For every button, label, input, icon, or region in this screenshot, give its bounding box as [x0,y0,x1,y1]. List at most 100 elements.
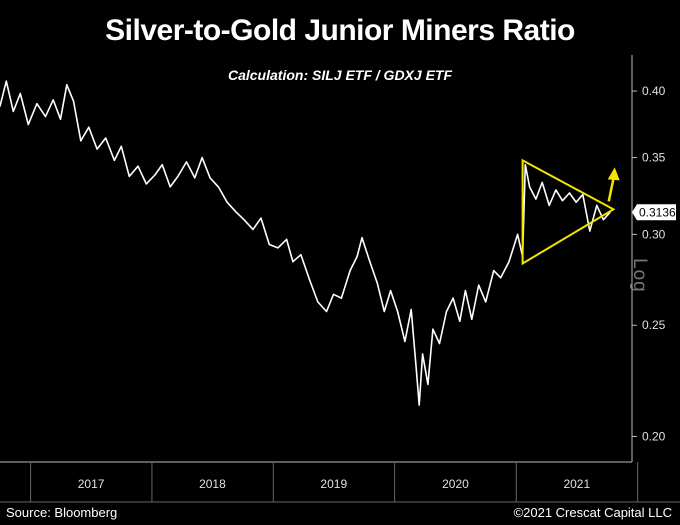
data-point [529,186,531,188]
data-point [226,201,228,203]
data-point [209,177,211,179]
data-point [66,84,68,86]
data-point [72,100,75,102]
y-tick-label: 0.40 [642,84,666,98]
data-point [27,123,29,126]
data-point [128,175,130,178]
data-point [421,353,424,355]
data-point [356,255,358,258]
data-point [59,118,62,120]
data-point [36,103,38,105]
data-point [541,181,543,183]
breakout-arrow-head [607,167,620,181]
data-point [277,247,279,249]
x-tick-label: 2020 [442,477,469,491]
data-point [390,289,392,292]
data-point [517,233,519,235]
data-point [285,238,288,241]
data-point [432,328,434,330]
data-point [427,383,429,386]
y-tick-label: 0.25 [642,318,666,332]
data-point [602,219,605,221]
data-point [252,228,254,231]
data-point [555,189,557,191]
data-point [464,289,467,292]
data-point [161,164,163,166]
data-point [500,277,502,279]
data-point [154,174,156,176]
chart-subtitle: Calculation: SILJ ETF / GDXJ ETF [227,67,453,83]
data-point [88,126,90,128]
data-point [235,211,237,213]
x-tick-label: 2017 [78,477,105,491]
x-tick-label: 2019 [320,477,347,491]
data-point [317,301,319,303]
x-tick-label: 2018 [199,477,226,491]
data-point [120,145,122,147]
data-point [589,230,591,232]
data-point [332,293,335,295]
triangle-pattern [521,158,616,266]
data-point [485,301,487,303]
data-point [194,177,196,179]
data-point [5,80,7,82]
y-tick-label: 0.35 [642,151,666,165]
data-point [548,204,550,206]
data-point [415,364,417,366]
data-point [368,257,370,259]
data-point [383,310,385,313]
ratio-series-line [0,80,611,406]
data-point [96,148,98,150]
data-point [459,320,461,322]
data-point [452,297,454,299]
data-point [471,318,473,320]
data-point [493,269,495,272]
data-point [169,186,171,188]
data-point [260,217,262,219]
data-point [52,99,54,101]
data-point [376,282,378,284]
data-point [217,186,220,188]
data-point [185,161,188,163]
data-point [300,254,302,256]
data-point [349,269,351,272]
data-point [410,308,412,311]
data-point [145,183,147,185]
data-point [535,198,537,200]
data-point [325,310,328,313]
data-point [438,342,441,345]
data-point [113,159,115,162]
data-point [478,284,480,286]
data-point [137,165,139,167]
data-point [575,201,577,203]
y-tick-label: 0.30 [642,227,666,241]
data-point [243,219,245,221]
data-point [404,340,406,343]
data-point [80,140,82,142]
data-point [418,404,420,406]
data-point [201,156,203,159]
data-point [397,310,399,313]
data-point [0,105,1,107]
data-point [19,92,21,95]
data-point [105,137,107,139]
x-tick-label: 2021 [563,477,590,491]
data-point [568,192,571,194]
data-point [582,193,584,196]
last-value-label: 0.3136 [639,205,676,219]
data-point [177,175,179,178]
scale-label: Log [629,258,650,293]
data-point [561,200,564,202]
data-point [596,204,598,206]
copyright-text: ©2021 Crescat Capital LLC [513,505,672,520]
source-text: Source: Bloomberg [6,505,118,520]
y-tick-label: 0.20 [642,429,666,443]
data-point [445,310,448,313]
data-point [12,110,14,112]
breakout-arrow-shaft [607,177,615,202]
data-point [44,115,47,118]
data-point [361,237,363,239]
data-point [292,261,294,263]
data-point [308,278,311,281]
